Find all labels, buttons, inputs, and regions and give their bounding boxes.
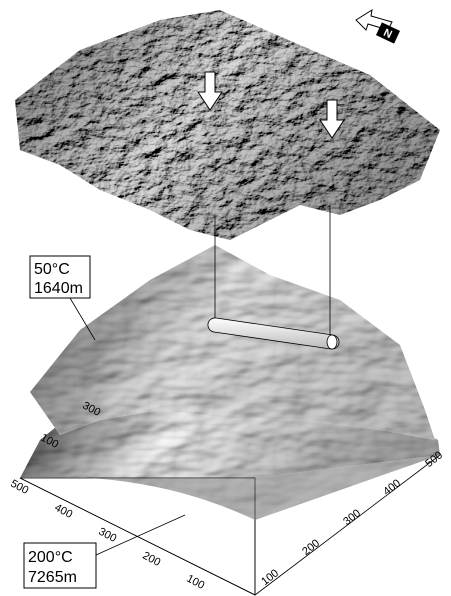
right-axis-label: 300 bbox=[341, 507, 363, 528]
callout-box bbox=[29, 255, 91, 299]
north-arrow: N bbox=[355, 8, 401, 44]
connecting-tube bbox=[207, 317, 340, 350]
right-axis-label: 100 bbox=[259, 567, 281, 588]
temperature-label: 200°C bbox=[28, 549, 73, 566]
right-axis-label: 200 bbox=[300, 537, 322, 558]
left-axis-label: 300 bbox=[96, 526, 118, 545]
callout-line bbox=[95, 514, 186, 556]
depth-label: 7265m bbox=[28, 569, 77, 586]
left-axis-label: 200 bbox=[140, 550, 162, 569]
temperature-label: 50°C bbox=[34, 261, 70, 278]
left-axis-label: 100 bbox=[184, 573, 206, 592]
callout-line bbox=[69, 297, 96, 341]
right-axis-label: 400 bbox=[381, 477, 403, 498]
callout-box bbox=[23, 542, 97, 589]
left-axis-label: 400 bbox=[52, 502, 74, 521]
middle-surface bbox=[30, 245, 435, 440]
arrow-marker bbox=[319, 99, 345, 139]
arrow-marker bbox=[197, 71, 223, 111]
upper-surface bbox=[15, 10, 440, 240]
depth-label: 1640m bbox=[34, 280, 83, 297]
